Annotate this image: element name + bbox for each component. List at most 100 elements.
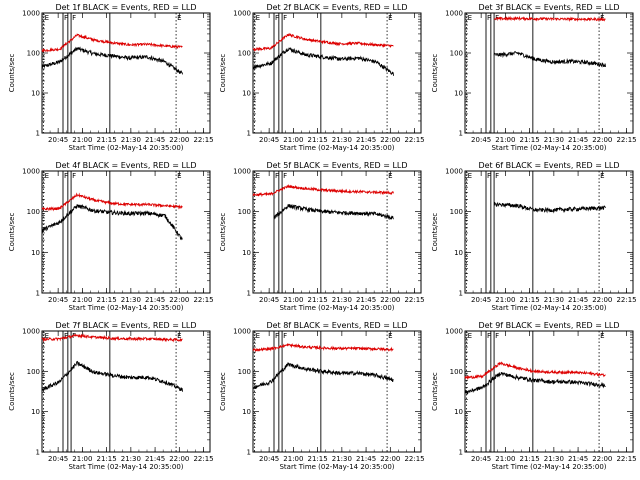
x-axis-label: Start Time (02-May-14 20:35:00): [491, 144, 606, 152]
x-tick-label: 21:15: [97, 296, 117, 304]
y-tick-label: 10: [242, 90, 251, 98]
y-tick-label: 10: [454, 408, 463, 416]
y-tick-label: 1: [459, 130, 463, 138]
series-line-events: [273, 204, 394, 221]
series-line-lld: [41, 33, 183, 53]
x-tick-label: 22:00: [592, 296, 612, 304]
panel-title: Det 7f BLACK = Events, RED = LLD: [55, 321, 196, 330]
y-tick-label: 10: [242, 249, 251, 257]
event-marker-label: E: [256, 332, 260, 340]
x-tick-label: 21:15: [308, 455, 328, 463]
y-tick-label: 1000: [233, 10, 251, 18]
x-tick-label: 21:15: [520, 455, 540, 463]
x-tick-label: 21:45: [145, 455, 165, 463]
flare-marker-label: F: [64, 332, 68, 340]
x-tick-label: 20:45: [471, 296, 491, 304]
flare-marker-label: F: [64, 172, 68, 180]
x-tick-label: 21:30: [332, 136, 352, 144]
x-tick-label: 21:00: [495, 136, 515, 144]
x-tick-label: 21:45: [568, 296, 588, 304]
x-axis-label: Start Time (02-May-14 20:35:00): [68, 304, 183, 312]
x-tick-label: 21:30: [544, 136, 564, 144]
x-tick-label: 21:30: [121, 455, 141, 463]
event-marker-label: E: [600, 172, 604, 180]
flare-marker-label: F: [487, 332, 491, 340]
y-tick-label: 10: [31, 408, 40, 416]
x-tick-label: 21:15: [97, 136, 117, 144]
x-tick-label: 22:15: [193, 136, 213, 144]
series-line-lld: [464, 361, 606, 381]
flare-marker-label: F: [283, 332, 287, 340]
x-tick-label: 22:00: [380, 455, 400, 463]
x-tick-label: 21:00: [283, 455, 303, 463]
y-axis-label: Counts/sec: [219, 54, 227, 93]
y-tick-label: 1000: [445, 328, 463, 336]
flare-marker-label: F: [72, 172, 76, 180]
y-tick-label: 10: [31, 90, 40, 98]
y-axis-label: Counts/sec: [431, 372, 439, 411]
flare-marker-label: F: [495, 172, 499, 180]
x-tick-label: 22:00: [592, 455, 612, 463]
series-line-events: [41, 360, 183, 392]
y-tick-label: 100: [27, 368, 40, 376]
x-tick-label: 22:15: [616, 136, 636, 144]
y-tick-label: 1: [247, 449, 251, 457]
x-tick-label: 21:30: [544, 455, 564, 463]
x-tick-label: 20:45: [48, 136, 68, 144]
plot-frame: [464, 330, 634, 453]
y-axis-label: Counts/sec: [8, 54, 16, 93]
panel-title: Det 9f BLACK = Events, RED = LLD: [478, 321, 619, 330]
flare-marker-label: F: [495, 332, 499, 340]
series-line-events: [493, 201, 606, 214]
x-tick-label: 21:45: [145, 136, 165, 144]
series-line-events: [41, 203, 183, 241]
panel-5: Det 5f BLACK = Events, RED = LLD 1 10 100 10…: [219, 161, 425, 312]
y-tick-label: 1000: [22, 10, 40, 18]
series-line-events: [252, 47, 394, 76]
plot-frame: [41, 330, 211, 453]
x-axis-label: Start Time (02-May-14 20:35:00): [491, 463, 606, 471]
x-tick-label: 21:45: [145, 296, 165, 304]
x-axis-label: Start Time (02-May-14 20:35:00): [68, 463, 183, 471]
x-tick-label: 21:15: [308, 136, 328, 144]
x-tick-label: 22:15: [404, 296, 424, 304]
y-axis-label: Counts/sec: [431, 54, 439, 93]
x-tick-label: 21:45: [356, 296, 376, 304]
x-tick-label: 21:15: [308, 296, 328, 304]
x-tick-label: 21:30: [121, 136, 141, 144]
series-line-lld: [493, 15, 606, 23]
x-tick-label: 21:45: [356, 455, 376, 463]
panel-title: Det 4f BLACK = Events, RED = LLD: [55, 161, 196, 170]
y-axis-label: Counts/sec: [8, 213, 16, 252]
y-tick-label: 1: [459, 449, 463, 457]
flare-marker-label: F: [487, 172, 491, 180]
y-tick-label: 10: [242, 408, 251, 416]
x-tick-label: 20:45: [48, 455, 68, 463]
x-tick-label: 22:00: [380, 296, 400, 304]
x-tick-label: 22:00: [592, 136, 612, 144]
y-tick-label: 1: [36, 130, 40, 138]
x-tick-label: 22:00: [169, 455, 189, 463]
series-line-lld: [41, 192, 183, 212]
x-tick-label: 22:15: [193, 296, 213, 304]
x-tick-label: 21:00: [72, 136, 92, 144]
y-tick-label: 10: [454, 90, 463, 98]
x-tick-label: 22:15: [404, 136, 424, 144]
y-axis-label: Counts/sec: [219, 213, 227, 252]
flare-marker-label: F: [275, 14, 279, 22]
x-axis-label: Start Time (02-May-14 20:35:00): [279, 304, 394, 312]
y-tick-label: 100: [450, 50, 463, 58]
x-tick-label: 22:00: [169, 296, 189, 304]
event-marker-label: E: [468, 332, 472, 340]
panel-1: Det 1f BLACK = Events, RED = LLD 1 10 100 10…: [8, 3, 214, 152]
flare-marker-label: F: [72, 14, 76, 22]
panel-title: Det 3f BLACK = Events, RED = LLD: [478, 3, 619, 12]
x-axis-label: Start Time (02-May-14 20:35:00): [279, 463, 394, 471]
y-axis-label: Counts/sec: [431, 213, 439, 252]
x-tick-label: 21:45: [568, 455, 588, 463]
flare-marker-label: F: [275, 172, 279, 180]
plot-frame: [252, 170, 422, 294]
y-axis-label: Counts/sec: [219, 372, 227, 411]
panel-2: Det 2f BLACK = Events, RED = LLD 1 10 100 10…: [219, 3, 425, 152]
